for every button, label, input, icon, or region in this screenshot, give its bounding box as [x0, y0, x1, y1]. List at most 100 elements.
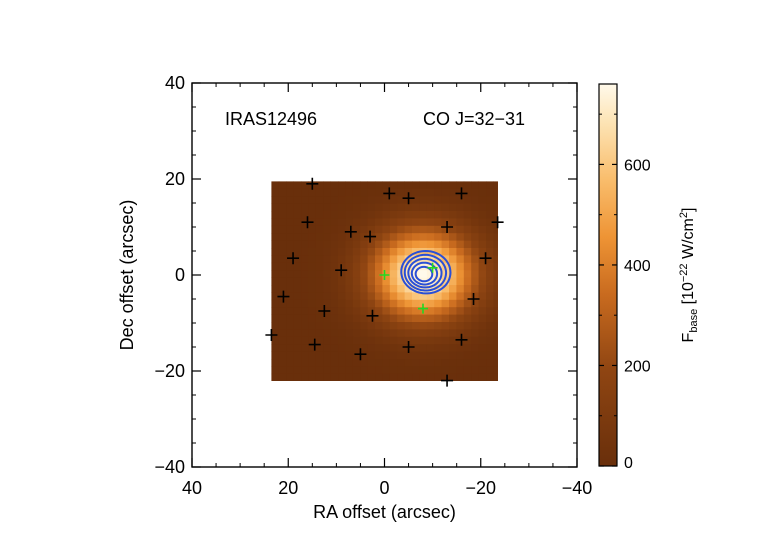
map-pixel: [449, 233, 457, 241]
map-pixel: [434, 188, 443, 197]
map-pixel: [338, 366, 346, 375]
map-pixel: [360, 181, 369, 190]
map-pixel: [352, 322, 361, 330]
map-pixel: [486, 322, 494, 330]
detector-marker: [402, 341, 415, 353]
map-pixel: [382, 255, 391, 264]
map-pixel: [404, 211, 413, 219]
map-pixel: [486, 373, 494, 381]
map-pixel: [278, 188, 287, 197]
map-pixel: [486, 225, 494, 234]
map-pixel: [419, 366, 428, 375]
map-pixel: [315, 218, 324, 227]
title-right: CO J=32−31: [423, 109, 525, 129]
map-pixel: [330, 285, 339, 293]
map-pixel: [486, 248, 494, 256]
map-pixel: [456, 344, 465, 352]
map-pixel: [404, 262, 413, 271]
map-pixel: [330, 366, 339, 375]
map-pixel: [308, 322, 317, 330]
map-pixel: [360, 203, 369, 212]
map-pixel: [412, 233, 420, 241]
map-pixel: [308, 336, 317, 345]
map-pixel: [330, 277, 339, 286]
map-pixel: [389, 277, 398, 286]
map-pixel: [367, 188, 376, 197]
map-pixel: [271, 307, 280, 315]
map-pixel: [271, 240, 280, 249]
map-pixel: [486, 366, 494, 375]
map-pixel: [493, 336, 498, 345]
map-pixel: [389, 351, 398, 360]
map-pixel: [493, 359, 498, 367]
map-pixel: [352, 344, 361, 352]
map-pixel: [293, 336, 302, 345]
map-pixel: [293, 262, 302, 271]
map-pixel: [360, 366, 369, 375]
map-pixel: [286, 285, 295, 293]
detector-marker: [354, 348, 367, 361]
x-tick-label: −40: [562, 478, 593, 498]
map-pixel: [441, 248, 450, 256]
map-pixel: [338, 277, 346, 286]
map-pixel: [486, 188, 494, 197]
map-pixel: [449, 218, 457, 227]
map-pixel: [315, 196, 324, 204]
map-pixel: [449, 292, 457, 301]
map-pixel: [463, 307, 472, 315]
map-pixel: [389, 248, 398, 256]
map-pixel: [426, 270, 435, 278]
map-pixel: [367, 359, 376, 367]
map-pixel: [301, 225, 309, 234]
map-pixel: [419, 233, 428, 241]
map-pixel: [441, 329, 450, 338]
map-pixel: [278, 248, 287, 256]
map-pixel: [463, 255, 472, 264]
map-pixel: [397, 240, 406, 249]
contour-line: [400, 249, 452, 295]
y-tick-label: 40: [165, 73, 185, 93]
map-pixel: [434, 181, 443, 190]
map-pixel: [338, 344, 346, 352]
map-pixel: [338, 240, 346, 249]
map-pixel: [301, 248, 309, 256]
map-pixel: [293, 211, 302, 219]
map-pixel: [315, 188, 324, 197]
map-pixel: [338, 307, 346, 315]
map-pixel: [278, 218, 287, 227]
map-pixel: [463, 373, 472, 381]
map-pixel: [397, 181, 406, 190]
map-pixel: [463, 366, 472, 375]
map-pixel: [463, 285, 472, 293]
map-pixel: [441, 277, 450, 286]
map-pixel: [278, 270, 287, 278]
x-tick-label: 0: [379, 478, 389, 498]
map-pixel: [301, 366, 309, 375]
map-pixel: [397, 188, 406, 197]
map-pixel: [315, 285, 324, 293]
map-pixel: [471, 351, 480, 360]
map-pixel: [449, 196, 457, 204]
map-pixel: [397, 285, 406, 293]
map-pixel: [397, 351, 406, 360]
map-pixel: [367, 344, 376, 352]
map-pixel: [441, 233, 450, 241]
map-pixel: [426, 225, 435, 234]
map-pixel: [412, 359, 420, 367]
map-pixel: [315, 255, 324, 264]
map-pixel: [471, 373, 480, 381]
map-pixel: [293, 322, 302, 330]
map-pixel: [323, 277, 332, 286]
map-pixel: [478, 292, 487, 301]
detector-marker: [455, 333, 468, 346]
map-pixel: [426, 307, 435, 315]
map-pixel: [360, 359, 369, 367]
map-pixel: [360, 196, 369, 204]
map-pixel: [345, 299, 354, 308]
map-pixel: [382, 373, 391, 381]
map-pixel: [441, 307, 450, 315]
map-pixel: [367, 373, 376, 381]
map-pixel: [493, 225, 498, 234]
x-tick-label: −20: [465, 478, 496, 498]
detector-marker: [455, 187, 468, 200]
